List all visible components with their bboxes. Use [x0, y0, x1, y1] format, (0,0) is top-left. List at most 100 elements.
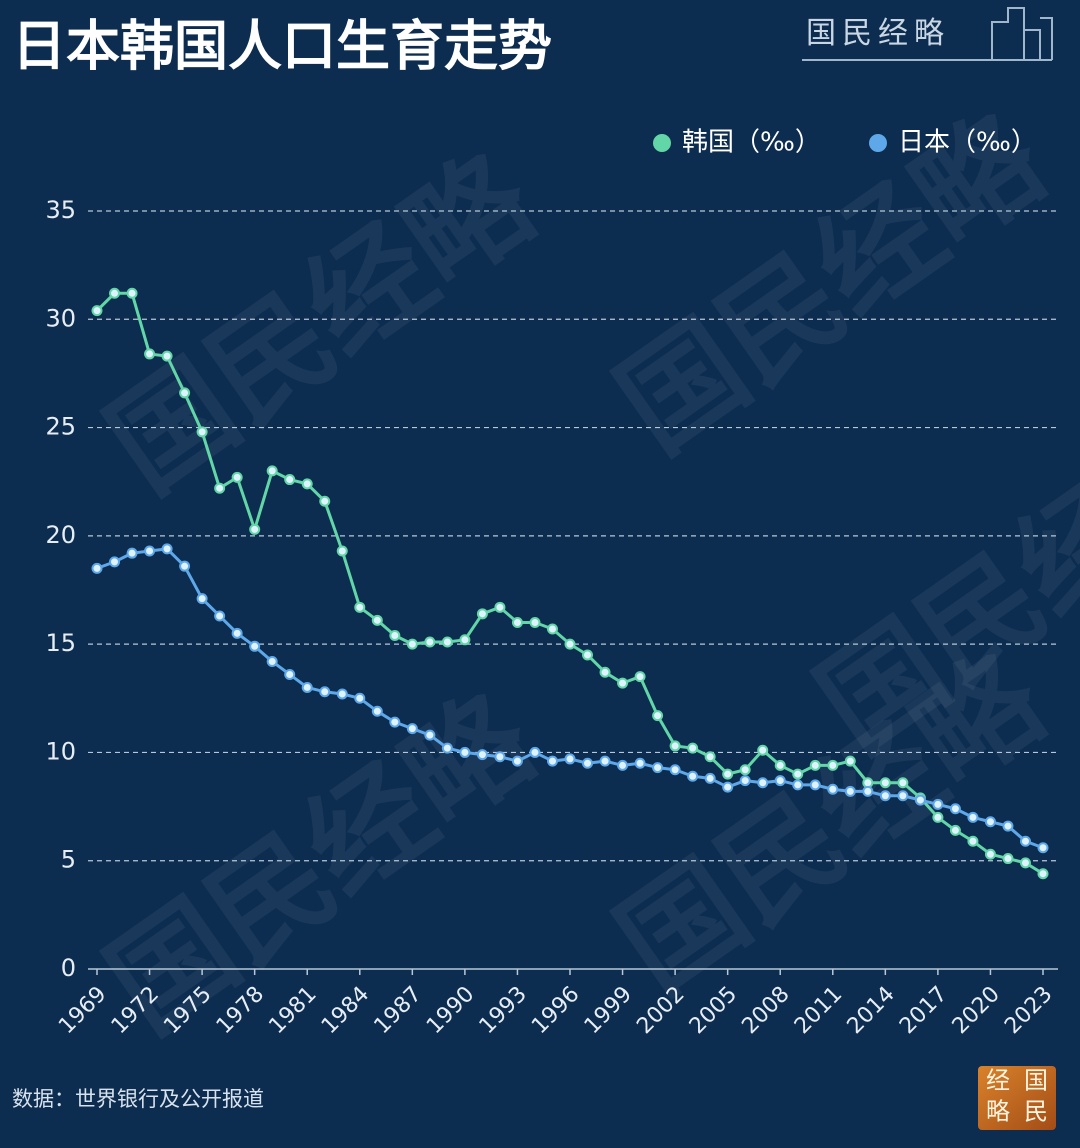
data-point: [179, 560, 191, 572]
data-point: [214, 482, 226, 494]
chart-title: 日本韩国人口生育走势: [12, 15, 552, 78]
data-point: [406, 723, 418, 735]
data-point: [546, 623, 558, 635]
data-point: [161, 543, 173, 555]
data-point: [564, 638, 576, 650]
y-tick-label: 35: [45, 196, 76, 224]
data-point: [459, 634, 471, 646]
data-point: [371, 614, 383, 626]
data-point: [774, 759, 786, 771]
data-point: [792, 779, 804, 791]
data-point: [91, 562, 103, 574]
data-point: [266, 655, 278, 667]
legend-swatch: [653, 134, 671, 152]
data-point: [652, 762, 664, 774]
data-point: [844, 785, 856, 797]
data-point: [109, 556, 121, 568]
data-point: [862, 777, 874, 789]
data-point: [617, 677, 629, 689]
data-point: [774, 775, 786, 787]
data-point: [389, 716, 401, 728]
data-point: [179, 387, 191, 399]
data-point: [739, 764, 751, 776]
data-point: [757, 777, 769, 789]
data-point: [1002, 853, 1014, 865]
data-point: [1002, 820, 1014, 832]
data-point: [196, 593, 208, 605]
data-point: [546, 755, 558, 767]
data-point: [617, 759, 629, 771]
legend-swatch: [869, 134, 887, 152]
data-point: [967, 835, 979, 847]
data-point: [529, 746, 541, 758]
data-point: [914, 794, 926, 806]
badge-char: 民: [1024, 1098, 1048, 1126]
source-note: 数据：世界银行及公开报道: [12, 1087, 264, 1111]
y-tick-label: 15: [45, 629, 76, 657]
data-point: [144, 545, 156, 557]
data-point: [582, 649, 594, 661]
data-point: [301, 478, 313, 490]
data-point: [494, 751, 506, 763]
data-point: [476, 749, 488, 761]
data-point: [669, 740, 681, 752]
data-point: [126, 547, 138, 559]
data-point: [494, 601, 506, 613]
data-point: [932, 798, 944, 810]
data-point: [1037, 868, 1049, 880]
data-point: [441, 636, 453, 648]
data-point: [476, 608, 488, 620]
data-point: [284, 668, 296, 680]
data-point: [897, 790, 909, 802]
legend: 韩国（‰） 日本（‰）: [653, 128, 1037, 158]
data-point: [897, 777, 909, 789]
data-point: [879, 777, 891, 789]
data-point: [722, 768, 734, 780]
data-point: [739, 775, 751, 787]
data-point: [1037, 842, 1049, 854]
data-point: [1019, 857, 1031, 869]
data-point: [652, 710, 664, 722]
data-point: [862, 785, 874, 797]
data-point: [634, 757, 646, 769]
data-point: [984, 816, 996, 828]
data-point: [161, 350, 173, 362]
data-point: [809, 779, 821, 791]
data-point: [792, 768, 804, 780]
data-point: [844, 755, 856, 767]
data-point: [634, 671, 646, 683]
brand-name: 国民经略: [806, 16, 950, 51]
data-point: [301, 681, 313, 693]
data-point: [599, 755, 611, 767]
data-point: [879, 790, 891, 802]
data-point: [669, 764, 681, 776]
data-point: [406, 638, 418, 650]
data-point: [231, 471, 243, 483]
y-tick-label: 30: [45, 304, 76, 332]
badge-char: 国: [1024, 1067, 1048, 1095]
y-tick-label: 20: [45, 521, 76, 549]
data-point: [511, 616, 523, 628]
data-point: [266, 465, 278, 477]
data-point: [704, 751, 716, 763]
data-point: [949, 803, 961, 815]
data-point: [529, 616, 541, 628]
data-point: [196, 426, 208, 438]
data-point: [336, 545, 348, 557]
data-point: [214, 610, 226, 622]
data-point: [459, 746, 471, 758]
data-point: [984, 848, 996, 860]
data-point: [231, 627, 243, 639]
y-tick-label: 0: [61, 954, 76, 982]
data-point: [354, 692, 366, 704]
data-point: [319, 686, 331, 698]
data-point: [109, 287, 121, 299]
data-point: [441, 742, 453, 754]
data-point: [809, 759, 821, 771]
data-point: [687, 742, 699, 754]
data-point: [564, 753, 576, 765]
data-point: [126, 287, 138, 299]
data-point: [371, 705, 383, 717]
